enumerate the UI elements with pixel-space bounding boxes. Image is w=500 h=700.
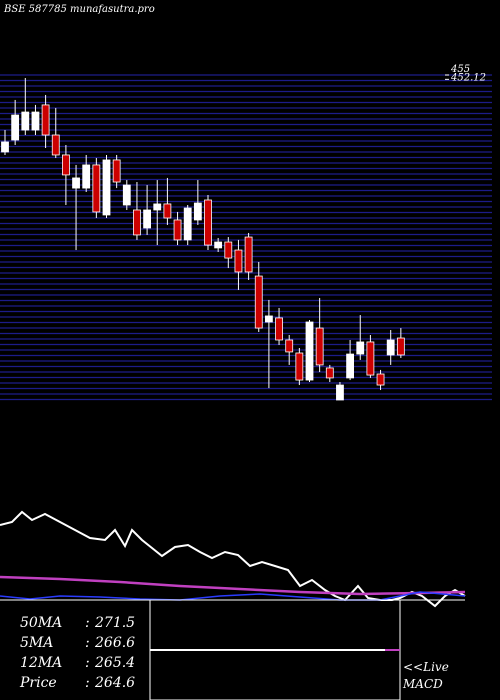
candle-body — [122, 184, 131, 206]
candle-body — [285, 339, 294, 353]
candle-body — [153, 203, 162, 211]
candle-body — [31, 111, 40, 131]
indicator-separator: : — [85, 615, 90, 631]
candle-body — [112, 159, 121, 183]
candle-body — [254, 275, 263, 329]
candle-body — [275, 317, 283, 341]
candle-body — [214, 241, 223, 249]
indicator-value: 266.6 — [94, 635, 135, 651]
candle-body — [336, 384, 344, 401]
indicator-separator: : — [85, 675, 90, 691]
candle-body — [183, 207, 192, 241]
moving-average-line — [0, 575, 466, 596]
candle-body — [41, 104, 50, 136]
candle-body — [193, 202, 202, 221]
candle-body — [396, 337, 405, 356]
indicator-line — [0, 510, 466, 608]
candle-body — [346, 353, 355, 379]
candle-body — [92, 164, 101, 213]
candle-body — [21, 111, 30, 131]
indicator-value: 264.6 — [94, 675, 135, 691]
candle-body — [82, 164, 91, 189]
candle-body — [325, 367, 334, 379]
candle-body — [102, 159, 111, 216]
indicator-label: 12MA — [20, 655, 62, 671]
chart-title: BSE 587785 munafasutra.pro — [3, 4, 155, 15]
background-grid — [0, 74, 492, 401]
candle-body — [295, 352, 304, 381]
candle-body — [305, 321, 314, 381]
candle-body — [244, 236, 253, 273]
candle-body — [133, 209, 141, 236]
candle-body — [1, 141, 9, 153]
candle-body — [224, 241, 233, 259]
candle-body — [62, 154, 70, 176]
indicator-value: 265.4 — [94, 655, 135, 671]
indicator-separator: : — [85, 655, 90, 671]
candle-body — [143, 209, 152, 229]
indicator-value: 271.5 — [94, 615, 135, 631]
candle-body — [315, 327, 324, 366]
indicator-label: 5MA — [20, 635, 53, 651]
macd-label: MACD — [402, 677, 443, 691]
candle-body — [376, 373, 385, 386]
indicator-label: Price — [19, 675, 57, 691]
candle-body — [173, 219, 182, 241]
live-label: <<Live — [403, 660, 449, 674]
candle-body — [163, 203, 172, 219]
candle-body — [356, 341, 365, 355]
candle-body — [72, 177, 80, 189]
indicator-separator: : — [85, 635, 90, 651]
candle-body — [386, 339, 395, 356]
candle-body — [234, 249, 243, 273]
indicator-label: 50MA — [20, 615, 62, 631]
candle-body — [264, 315, 273, 323]
candle-body — [11, 114, 20, 141]
y-tick-label: 455 — [450, 64, 470, 75]
candle-body — [366, 341, 375, 376]
y-tick-label: 452.12 — [450, 72, 486, 83]
candle-body — [204, 199, 212, 246]
candle-body — [51, 134, 60, 156]
